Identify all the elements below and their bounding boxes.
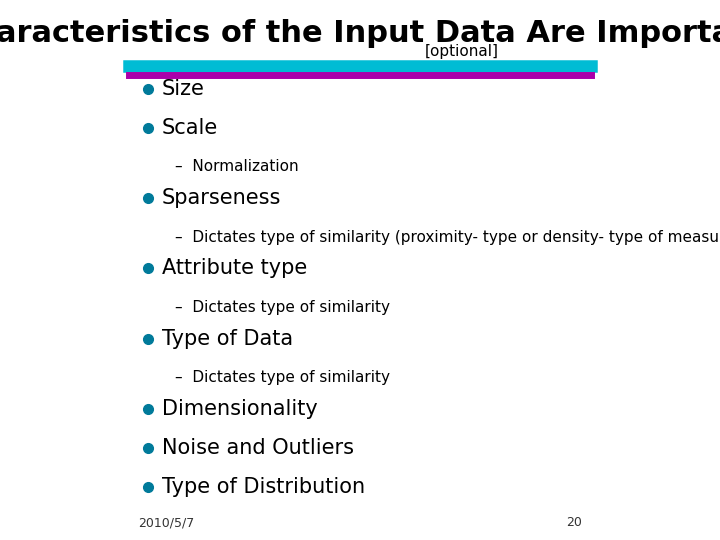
- Text: Type of Distribution: Type of Distribution: [161, 476, 364, 497]
- Text: Characteristics of the Input Data Are Important: Characteristics of the Input Data Are Im…: [0, 19, 720, 48]
- Text: [optional]: [optional]: [425, 44, 498, 59]
- Text: Size: Size: [161, 79, 204, 99]
- Text: Scale: Scale: [161, 118, 217, 138]
- Text: Attribute type: Attribute type: [161, 258, 307, 279]
- Text: –  Dictates type of similarity (proximity- type or density- type of measure): – Dictates type of similarity (proximity…: [176, 230, 720, 245]
- Text: Type of Data: Type of Data: [161, 328, 292, 349]
- Text: –  Dictates type of similarity: – Dictates type of similarity: [176, 370, 390, 385]
- Text: Sparseness: Sparseness: [161, 188, 281, 208]
- Text: 20: 20: [566, 516, 582, 529]
- Text: 2010/5/7: 2010/5/7: [138, 516, 194, 529]
- Text: Dimensionality: Dimensionality: [161, 399, 318, 419]
- Text: –  Dictates type of similarity: – Dictates type of similarity: [176, 300, 390, 315]
- Text: –  Normalization: – Normalization: [176, 159, 299, 174]
- Text: Noise and Outliers: Noise and Outliers: [161, 437, 354, 458]
